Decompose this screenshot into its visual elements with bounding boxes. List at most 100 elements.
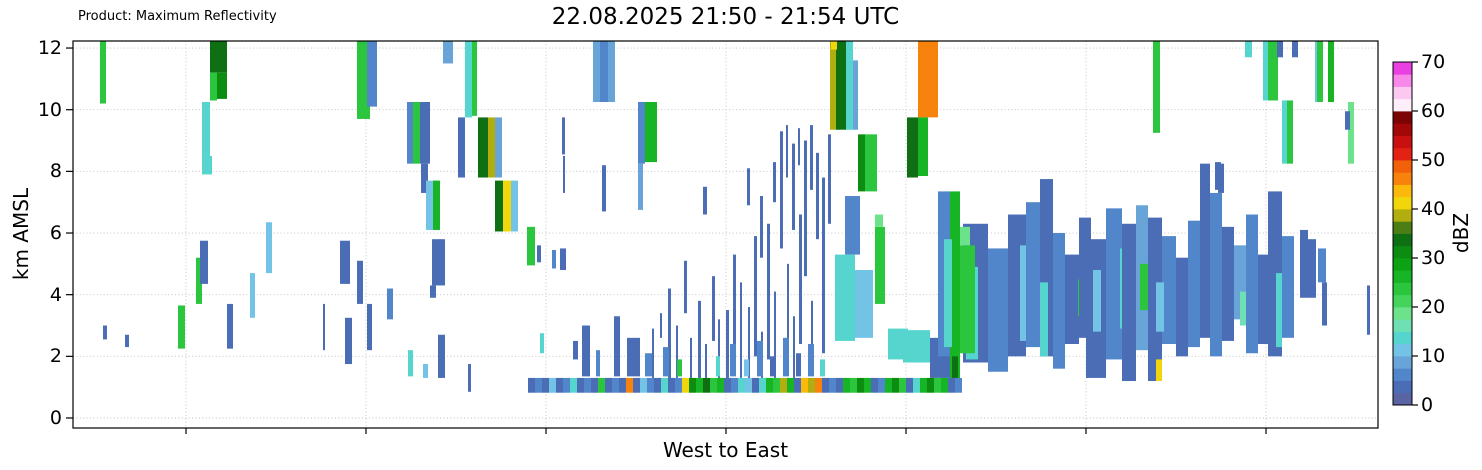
reflectivity-bar (903, 330, 930, 363)
reflectivity-bar (1106, 208, 1122, 360)
y-axis-tick-label: 4 (49, 283, 62, 306)
reflectivity-bar (798, 128, 800, 166)
reflectivity-bar (804, 140, 807, 277)
reflectivity-bar (1263, 40, 1270, 101)
reflectivity-bar (357, 40, 370, 119)
reflectivity-bar (430, 285, 436, 298)
reflectivity-bar (596, 350, 600, 377)
reflectivity-bar (787, 263, 789, 372)
colorbar-segment (1393, 86, 1412, 100)
reflectivity-bar (703, 186, 707, 215)
reflectivity-bar (488, 117, 495, 178)
low-band-cell (836, 377, 843, 393)
reflectivity-bar (1188, 220, 1200, 348)
low-band-cell (920, 377, 927, 393)
reflectivity-bar (952, 356, 958, 386)
reflectivity-bar (420, 101, 430, 164)
colorbar-segment (1393, 172, 1412, 185)
reflectivity-bar (828, 134, 831, 224)
low-band-cell (892, 377, 899, 393)
reflectivity-bar (810, 125, 813, 190)
colorbar-segment (1393, 319, 1412, 332)
reflectivity-bar (210, 40, 227, 73)
colorbar-segment (1393, 147, 1412, 161)
reflectivity-bar (345, 317, 352, 365)
colorbar-segment (1393, 294, 1412, 308)
reflectivity-bar (875, 226, 885, 304)
colorbar-tick-label: 20 (1421, 296, 1446, 318)
reflectivity-bar (103, 325, 107, 340)
colorbar-tick-label: 70 (1421, 51, 1446, 73)
reflectivity-bar (217, 72, 227, 99)
reflectivity-bar (684, 260, 687, 314)
reflectivity-bar (744, 359, 749, 377)
y-axis-tick-label: 10 (37, 98, 62, 121)
reflectivity-bar (730, 344, 736, 377)
reflectivity-bar (716, 356, 720, 377)
reflectivity-bar (663, 347, 669, 377)
low-band-cell (584, 377, 591, 393)
low-band-cell (640, 377, 647, 393)
reflectivity-bar (582, 325, 590, 377)
reflectivity-bar (1345, 111, 1350, 130)
reflectivity-bar (799, 214, 802, 345)
reflectivity-bar (407, 101, 413, 164)
reflectivity-bar (1156, 282, 1164, 332)
low-band-cell (570, 377, 577, 393)
reflectivity-bar (357, 260, 363, 304)
reflectivity-bar (645, 101, 657, 163)
reflectivity-bar (560, 248, 566, 271)
reflectivity-bar (1020, 245, 1030, 341)
reflectivity-bar (792, 143, 795, 230)
colorbar-segment (1393, 392, 1412, 406)
reflectivity-bar (537, 245, 541, 263)
colorbar-segment (1393, 233, 1412, 247)
reflectivity-bar (602, 165, 606, 212)
reflectivity-bar (1153, 40, 1160, 133)
colorbar-segment (1393, 331, 1412, 345)
reflectivity-bar (918, 117, 928, 176)
low-band-cell (612, 377, 619, 393)
reflectivity-bar (1300, 239, 1316, 298)
reflectivity-bar (202, 101, 210, 156)
reflectivity-bar (726, 310, 729, 378)
reflectivity-bar (563, 155, 565, 193)
reflectivity-bar (433, 180, 440, 230)
reflectivity-bar (200, 240, 208, 284)
reflectivity-bar (614, 316, 620, 377)
reflectivity-bar (950, 191, 960, 386)
colorbar-tick-label: 40 (1421, 198, 1446, 220)
reflectivity-bar (468, 364, 471, 392)
reflectivity-bar (1246, 214, 1258, 354)
reflectivity-bar (754, 236, 757, 357)
reflectivity-bar (712, 276, 715, 341)
colorbar-segment (1393, 160, 1412, 173)
reflectivity-bar (808, 344, 814, 377)
reflectivity-bar (676, 325, 678, 378)
reflectivity-bar (1093, 270, 1101, 332)
low-band-cell (668, 377, 675, 393)
reflectivity-bar (210, 72, 217, 101)
reflectivity-bar (793, 316, 795, 378)
reflectivity-bar (552, 249, 556, 269)
reflectivity-bar (443, 40, 453, 64)
reflectivity-bar (202, 155, 212, 175)
low-band-cell (941, 377, 948, 393)
reflectivity-bar (1282, 100, 1288, 164)
low-band-cell (528, 377, 535, 393)
colorbar-segment (1393, 245, 1412, 259)
low-band-cell (773, 377, 780, 393)
low-band-cell (633, 377, 640, 393)
low-band-cell (864, 377, 871, 393)
low-band-cell (850, 377, 857, 393)
reflectivity-bar (1122, 223, 1136, 382)
reflectivity-bar (845, 196, 860, 255)
reflectivity-bar (562, 117, 565, 155)
reflectivity-bar (1268, 40, 1278, 101)
low-band-cell (745, 377, 752, 393)
low-band-cell (654, 377, 661, 393)
colorbar-segment (1393, 98, 1412, 112)
reflectivity-bar (627, 337, 640, 377)
reflectivity-bar (677, 359, 682, 377)
